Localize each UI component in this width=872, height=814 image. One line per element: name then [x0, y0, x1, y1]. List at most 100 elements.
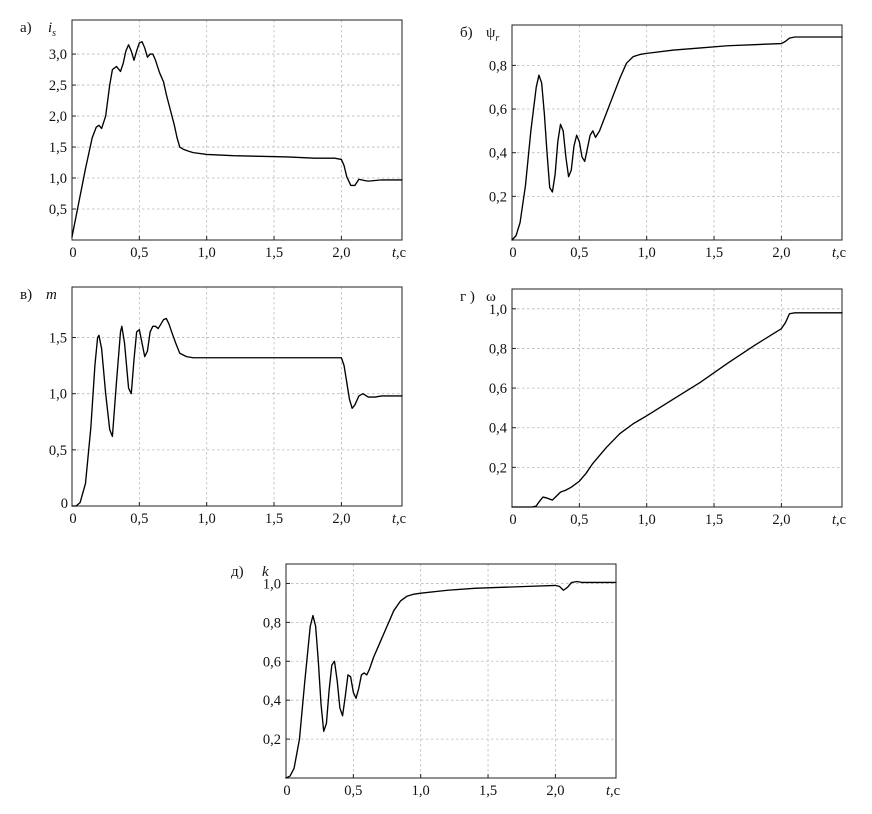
- y-tick-label: 0,8: [489, 58, 507, 74]
- chart-panel-g: 0,5 1,0 1,5 2,0 0 0,2 0,4 0,6 0,8 1,0 t,с г ) ω: [460, 288, 846, 528]
- x-axis-unit: ,с: [396, 245, 406, 261]
- grid: [72, 20, 402, 240]
- y-axis-symbol: i: [48, 20, 52, 36]
- chart-panel-d: 0,5 1,0 1,5 2,0 0 0,2 0,4 0,6 0,8 1,0 t,с д) k: [231, 563, 620, 799]
- chart-panel-a: 0,5 1,0 1,5 2,0 0 0,5 1,0 1,5 2,0 2,5 3,0 t,с а) is: [20, 19, 406, 261]
- y-axis-symbol: m: [46, 287, 57, 303]
- y-tick-label: 0,6: [489, 102, 507, 118]
- x-tick-label: 1,5: [265, 511, 283, 527]
- grid: [512, 289, 842, 507]
- y-tick-label: 0,4: [489, 146, 508, 162]
- plot-frame: [71, 286, 403, 507]
- x-axis-unit: ,с: [610, 783, 620, 799]
- x-origin-label: 0: [509, 512, 516, 528]
- y-tick-label: 3,0: [49, 47, 67, 63]
- x-tick-label: 2,0: [546, 783, 564, 799]
- y-tick-label: 1,5: [49, 140, 67, 156]
- plot-frame: [71, 19, 403, 241]
- series-line: [71, 41, 403, 238]
- y-tick-label: 1,0: [49, 387, 67, 403]
- x-origin-label: 0: [283, 783, 290, 799]
- panel-letter: г ): [460, 289, 475, 305]
- y-axis-subscript: s: [52, 28, 56, 39]
- chart-panel-v: 0,5 1,0 1,5 2,0 00 0,5 1,0 1,5 t,с в) m: [20, 286, 406, 527]
- y-tick-label: 0,5: [49, 202, 67, 218]
- panel-letter: а): [20, 20, 32, 36]
- y-tick-label: 0,2: [263, 732, 281, 748]
- y-axis-symbol: ψ: [486, 25, 496, 41]
- y-tick-label: 0,8: [263, 615, 281, 631]
- panel-letter: в): [20, 287, 32, 303]
- y-axis-symbol: ω: [486, 289, 496, 305]
- x-tick-label: 1,0: [198, 511, 216, 527]
- x-tick-label: 1,5: [265, 245, 283, 261]
- y-tick-label: 0,2: [489, 189, 507, 205]
- x-axis-variable: t: [606, 783, 611, 799]
- x-tick-label: 1,5: [705, 512, 723, 528]
- x-tick-label: 2,0: [332, 245, 350, 261]
- y-tick-label: 2,0: [49, 109, 67, 125]
- x-axis-unit: ,с: [396, 511, 406, 527]
- x-tick-label: 1,0: [412, 783, 430, 799]
- y-tick-label: 2,5: [49, 78, 67, 94]
- x-tick-label: 1,0: [198, 245, 216, 261]
- y-tick-label: 1,0: [489, 302, 507, 318]
- y-axis-symbol: k: [262, 564, 269, 580]
- plot-frame: [511, 24, 843, 241]
- y-axis-label: k: [262, 564, 269, 580]
- plot-frame: [511, 288, 843, 508]
- chart-panel-b: 0,5 1,0 1,5 2,0 0 0,2 0,4 0,6 0,8 t,с б) ψr: [460, 24, 846, 261]
- y-tick-label: 1,0: [263, 576, 281, 592]
- y-tick-label: 1,0: [49, 171, 67, 187]
- x-origin-label: 0: [69, 511, 76, 527]
- x-axis-label: t,с: [832, 245, 846, 261]
- x-axis-label: t,с: [392, 511, 406, 527]
- x-axis-unit: ,с: [836, 512, 846, 528]
- x-axis-label: t,с: [832, 512, 846, 528]
- x-axis-variable: t: [832, 512, 837, 528]
- x-axis-variable: t: [392, 511, 397, 527]
- x-tick-label: 0,5: [130, 511, 148, 527]
- series-line: [285, 580, 617, 779]
- grid: [286, 564, 616, 778]
- x-tick-label: 0,5: [570, 245, 588, 261]
- y-tick-label: 0,4: [489, 421, 508, 437]
- x-axis-variable: t: [392, 245, 397, 261]
- x-tick-label: 0,5: [130, 245, 148, 261]
- panel-letter: д): [231, 564, 244, 580]
- x-tick-label: 1,5: [479, 783, 497, 799]
- series-line: [511, 36, 843, 241]
- series-line: [71, 317, 403, 507]
- y-tick-label: 0,6: [263, 654, 281, 670]
- x-tick-label: 2,0: [332, 511, 350, 527]
- x-tick-label: 0,5: [344, 783, 362, 799]
- y-tick-label: 0,8: [489, 341, 507, 357]
- panel-letter: б): [460, 25, 473, 41]
- y-tick-label: 0,5: [49, 443, 67, 459]
- x-origin-label: 0: [509, 245, 516, 261]
- y-axis-label: m: [46, 287, 57, 303]
- series-line: [511, 312, 843, 508]
- y-tick-label: 1,5: [49, 331, 67, 347]
- x-tick-label: 2,0: [772, 245, 790, 261]
- x-axis-variable: t: [832, 245, 837, 261]
- x-tick-label: 0,5: [570, 512, 588, 528]
- grid: [512, 25, 842, 240]
- y-axis-label: ω: [486, 289, 496, 305]
- y-axis-label: ψr: [486, 25, 499, 44]
- x-tick-label: 1,5: [705, 245, 723, 261]
- x-tick-label: 1,0: [638, 512, 656, 528]
- plot-frame: [285, 563, 617, 779]
- y-axis-label: is: [48, 20, 56, 39]
- y-tick-label: 0,6: [489, 381, 507, 397]
- x-axis-label: t,с: [392, 245, 406, 261]
- x-axis-label: t,с: [606, 783, 620, 799]
- y-axis-subscript: r: [495, 33, 499, 44]
- x-origin-label: 0: [69, 245, 76, 261]
- y-tick-label: 0,4: [263, 693, 282, 709]
- y-tick-label: 0,2: [489, 460, 507, 476]
- x-axis-unit: ,с: [836, 245, 846, 261]
- y-origin-label: 0: [61, 496, 68, 512]
- grid: [72, 287, 402, 506]
